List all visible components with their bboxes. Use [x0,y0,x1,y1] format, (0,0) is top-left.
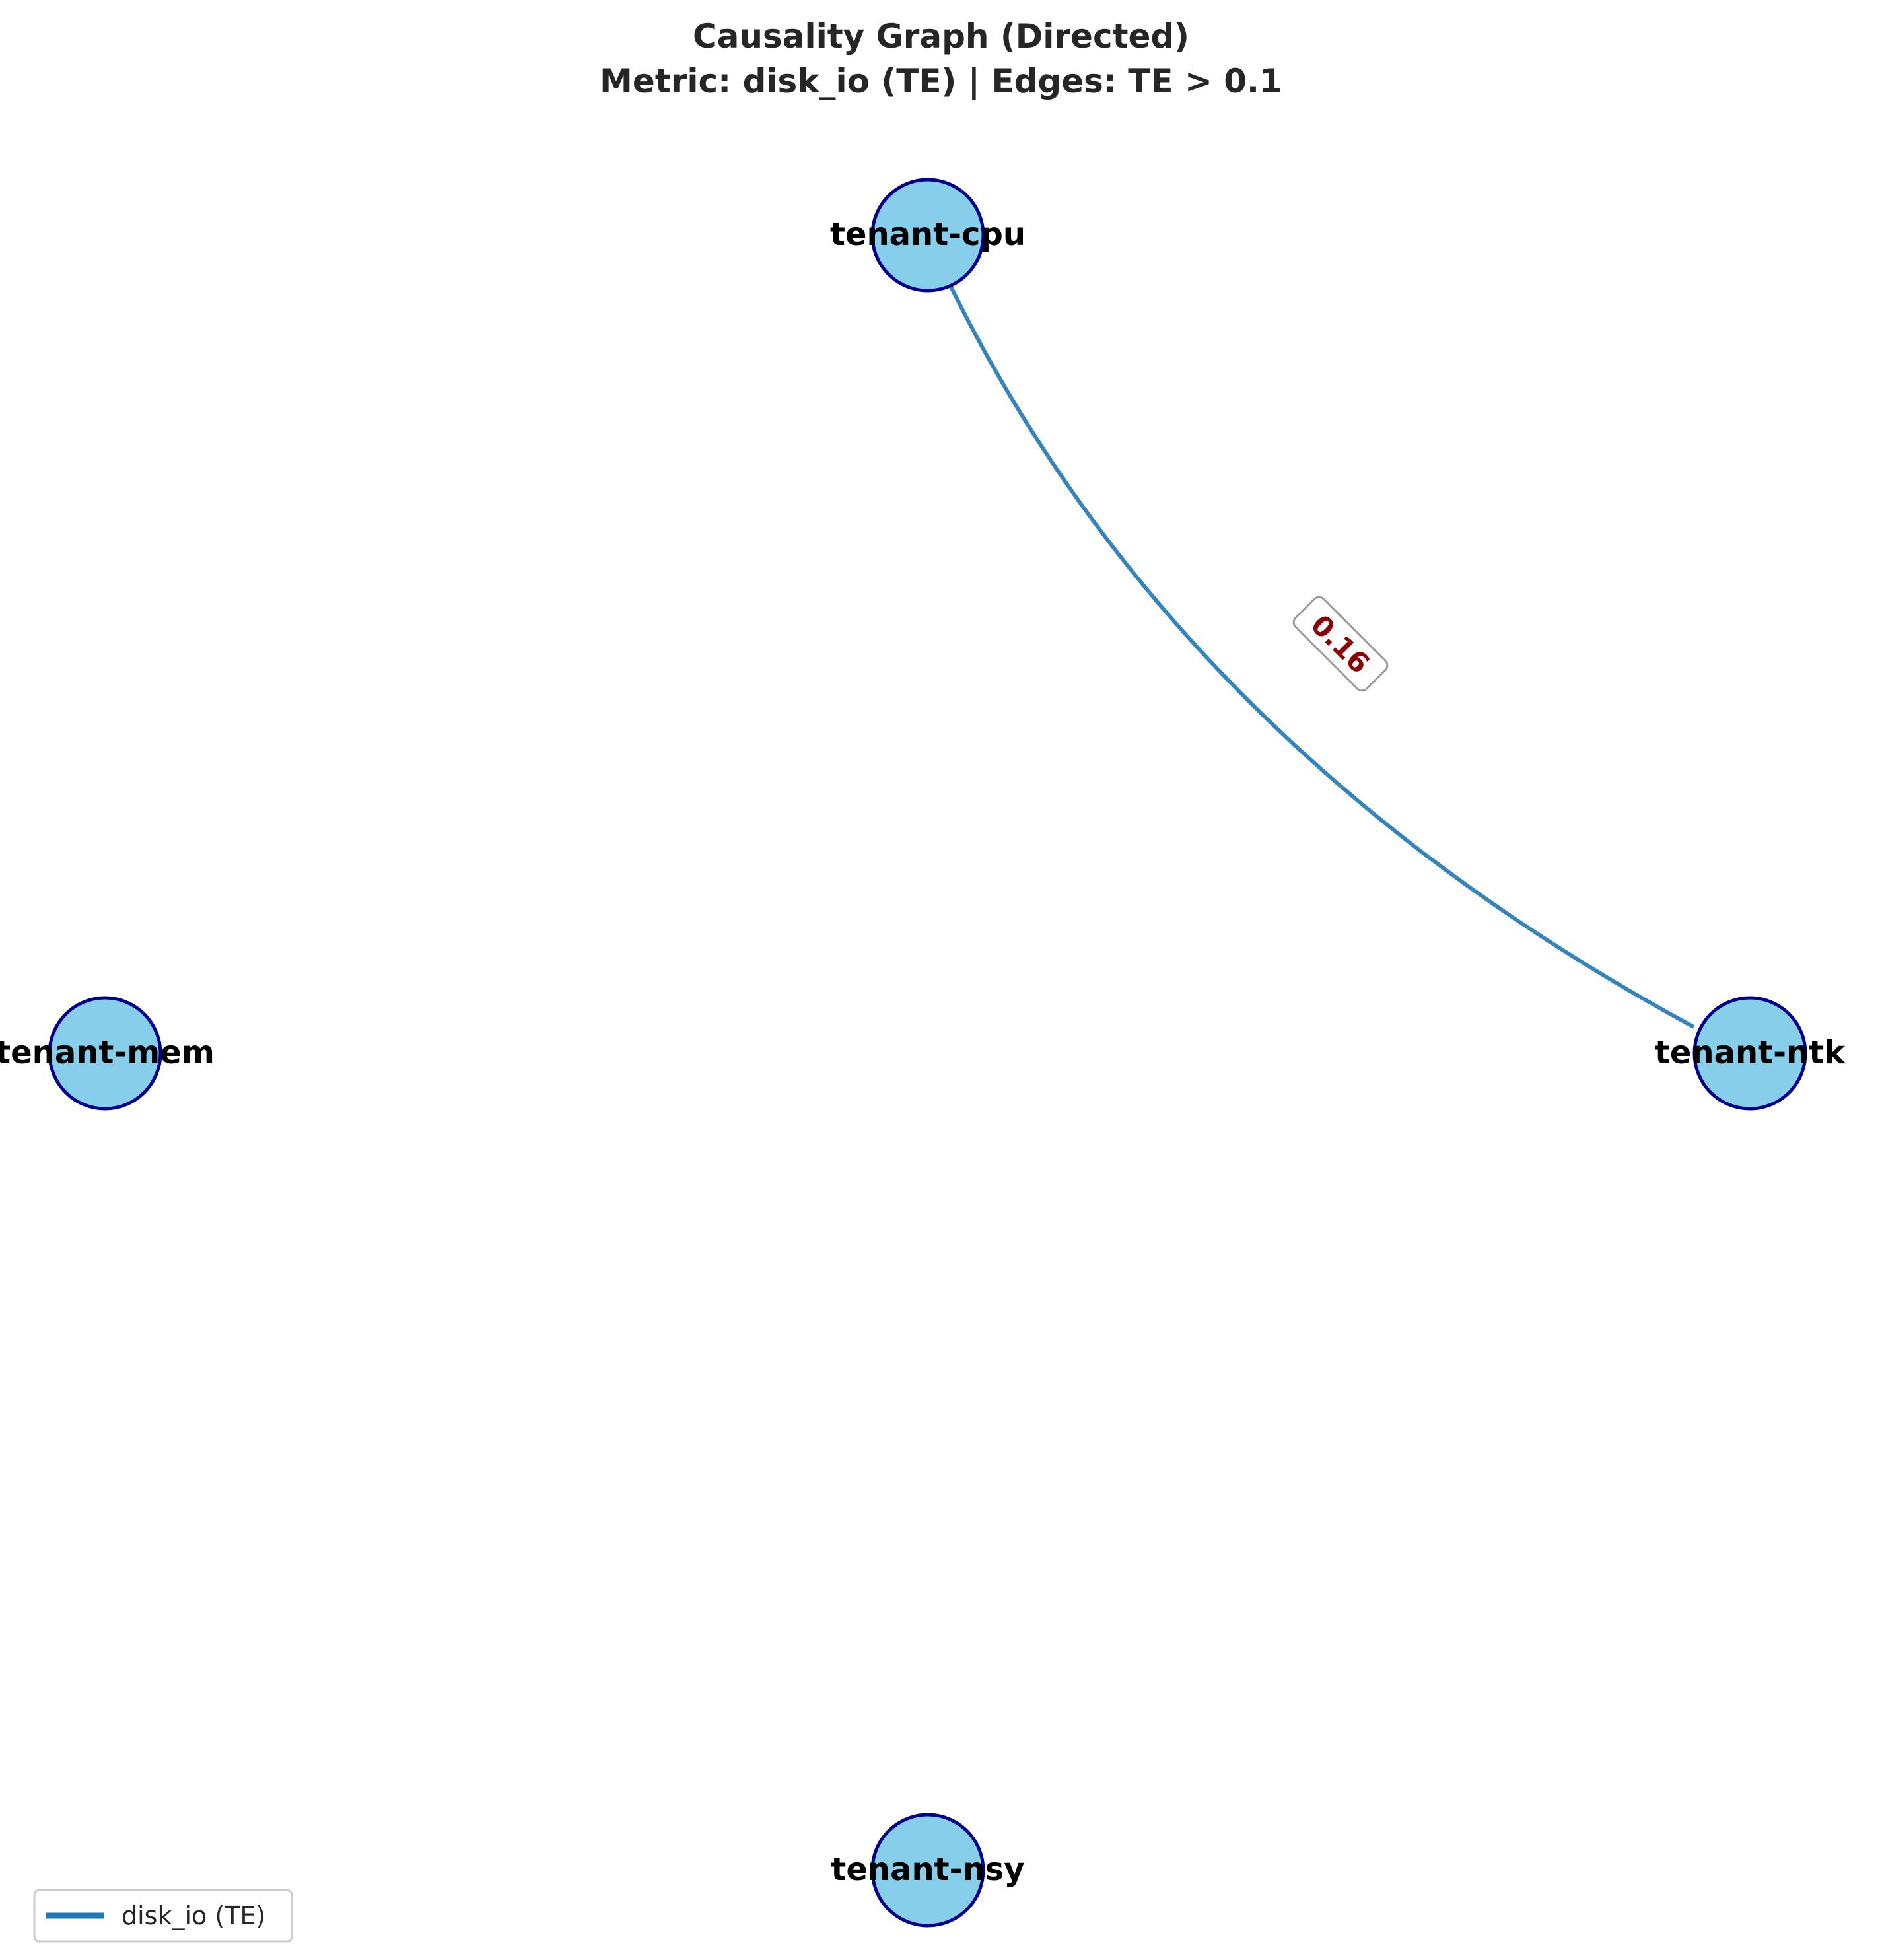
node-label: tenant-ntk [1655,1034,1846,1071]
chart-title-line2: Metric: disk_io (TE) | Edges: TE > 0.1 [600,62,1282,100]
legend-box [33,1889,293,1943]
edge-cpu-ntk [948,283,1695,1029]
legend-label: disk_io (TE) [122,1901,265,1930]
node-label: tenant-cpu [830,216,1026,253]
node-circle [870,178,985,293]
node-circle [48,996,162,1111]
node-circle [870,1813,985,1928]
node-tenant-cpu: tenant-cpu [830,178,1026,293]
legend: disk_io (TE) [33,1889,293,1943]
node-circle [1692,996,1807,1111]
chart-title-line1: Causality Graph (Directed) [693,17,1189,55]
edge-weight-label: 0.16 [1292,596,1389,692]
node-label: tenant-nsy [831,1851,1024,1888]
node-tenant-mem: tenant-mem [0,996,215,1111]
node-label: tenant-mem [0,1034,215,1071]
edge-weight-box [1292,596,1389,692]
node-tenant-nsy: tenant-nsy [831,1813,1025,1928]
node-tenant-ntk: tenant-ntk [1655,996,1846,1111]
